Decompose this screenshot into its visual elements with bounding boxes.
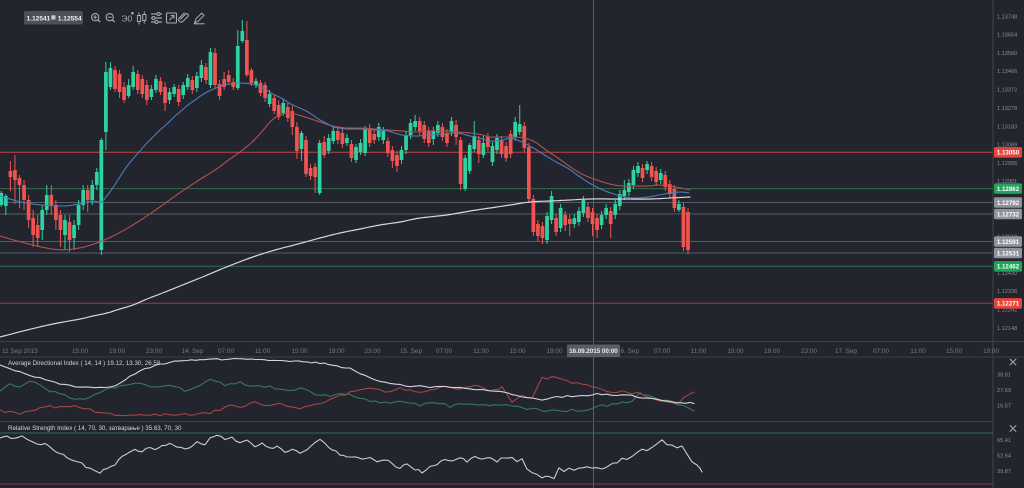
svg-text:1.13089: 1.13089 [997,143,1017,149]
svg-text:1.13183: 1.13183 [997,124,1017,130]
svg-text:1.13372: 1.13372 [997,88,1017,94]
svg-text:19:00: 19:00 [329,348,345,355]
svg-text:16. Sep: 16. Sep [617,348,639,355]
svg-text:07:00: 07:00 [218,348,234,355]
svg-text:1.13748: 1.13748 [997,14,1017,20]
svg-text:07:00: 07:00 [436,348,452,355]
svg-text:19:00: 19:00 [983,348,999,355]
svg-text:1.12531: 1.12531 [997,250,1020,257]
svg-text:16.57: 16.57 [997,403,1011,409]
svg-text:38.81: 38.81 [997,373,1011,379]
svg-text:27.69: 27.69 [997,388,1011,394]
svg-text:Average Directional Index ( 14: Average Directional Index ( 14, 14 ) 19.… [8,360,161,367]
svg-text:1.12901: 1.12901 [997,179,1017,185]
svg-text:15:00: 15:00 [292,348,308,355]
svg-text:23:00: 23:00 [365,348,381,355]
svg-text:52.64: 52.64 [997,453,1011,459]
svg-text:1.12541: 1.12541 [27,15,51,22]
svg-text:1.12995: 1.12995 [997,161,1017,167]
svg-text:1.12862: 1.12862 [997,186,1020,193]
svg-text:23:00: 23:00 [146,348,162,355]
svg-text:19:00: 19:00 [547,348,563,355]
svg-text:16.09.2015 00:00: 16.09.2015 00:00 [569,348,618,355]
svg-text:11 Sep 2015: 11 Sep 2015 [2,348,38,355]
svg-text:07:00: 07:00 [654,348,670,355]
svg-text:1.12271: 1.12271 [997,301,1020,308]
svg-text:14. Sep: 14. Sep [181,348,203,355]
svg-text:1.12462: 1.12462 [997,264,1020,271]
svg-text:11:00: 11:00 [255,348,271,355]
svg-text:Relative Strength Index ( 14,: Relative Strength Index ( 14, 70, 30, за… [8,425,182,432]
svg-text:1.12792: 1.12792 [997,200,1020,207]
svg-text:1.12554: 1.12554 [58,15,82,22]
svg-text:1.13278: 1.13278 [997,106,1017,112]
svg-text:19:00: 19:00 [109,348,125,355]
svg-text:1.13466: 1.13466 [997,69,1017,75]
svg-text:07:00: 07:00 [873,348,889,355]
svg-text:11:00: 11:00 [473,348,489,355]
svg-text:1.12336: 1.12336 [997,289,1017,295]
svg-text:19:00: 19:00 [764,348,780,355]
svg-text:1.13050: 1.13050 [997,150,1020,157]
svg-text:1.12430: 1.12430 [997,271,1017,277]
svg-text:15. Sep: 15. Sep [400,348,422,355]
svg-text:11:00: 11:00 [910,348,926,355]
svg-text:1.12732: 1.12732 [997,211,1020,218]
svg-text:1.13654: 1.13654 [997,33,1017,39]
svg-text:23:00: 23:00 [801,348,817,355]
svg-text:Э0: Э0 [122,14,133,24]
svg-text:15:00: 15:00 [510,348,526,355]
svg-text:15:00: 15:00 [728,348,744,355]
svg-text:1.12242: 1.12242 [997,308,1017,314]
svg-text:1.13560: 1.13560 [997,51,1017,57]
svg-text:1.12148: 1.12148 [997,326,1017,332]
svg-text:15:00: 15:00 [946,348,962,355]
svg-text:11:00: 11:00 [691,348,707,355]
svg-text:17. Sep: 17. Sep [835,348,857,355]
svg-text:15:00: 15:00 [72,348,88,355]
svg-text:1.12591: 1.12591 [997,239,1020,246]
svg-text:65.41: 65.41 [997,438,1011,444]
svg-text:39.87: 39.87 [997,469,1011,475]
